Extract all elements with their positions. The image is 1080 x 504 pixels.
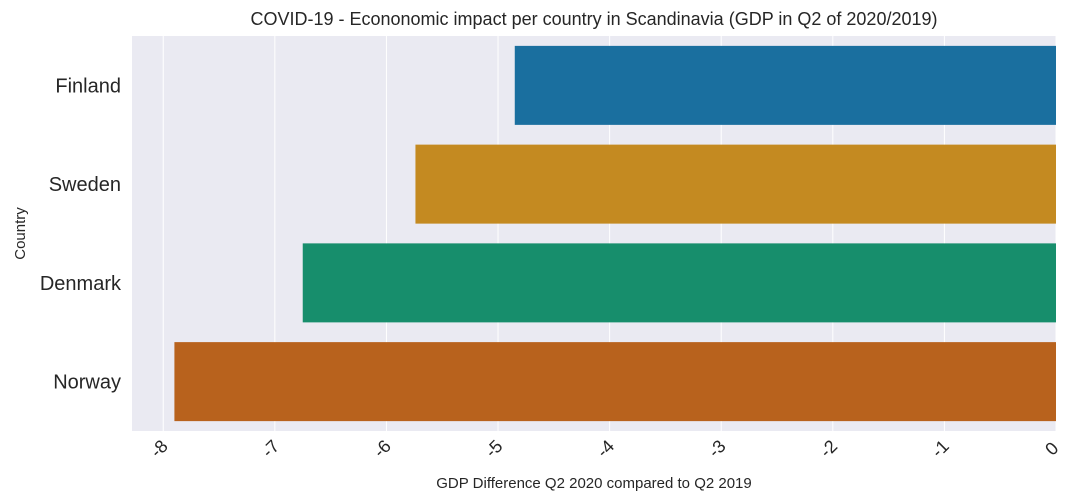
x-tick-label: -7: [258, 436, 283, 461]
x-tick-label: -4: [593, 436, 618, 461]
bar-finland: [514, 45, 1056, 125]
x-tick-label: -3: [704, 436, 729, 461]
y-axis-label: Country: [12, 207, 29, 260]
x-tick-labels: -8 -7 -6 -5 -4 -3 -2 -1 0: [146, 436, 1062, 461]
y-tick-labels: Finland Sweden Denmark Norway: [40, 75, 122, 393]
x-tick-label: -6: [369, 436, 394, 461]
x-tick-label: 0: [1041, 438, 1062, 459]
bar-denmark: [302, 243, 1056, 323]
chart-title: COVID-19 - Econonomic impact per country…: [250, 9, 938, 29]
x-tick-label: -2: [816, 436, 841, 461]
bars: [174, 45, 1057, 422]
y-tick-label: Sweden: [49, 174, 121, 196]
bar-norway: [174, 342, 1057, 422]
x-tick-label: -8: [146, 436, 171, 461]
x-tick-label: -1: [927, 436, 952, 461]
bar-sweden: [415, 144, 1056, 224]
y-tick-label: Finland: [55, 75, 121, 97]
x-axis-label: GDP Difference Q2 2020 compared to Q2 20…: [436, 475, 751, 492]
y-tick-label: Denmark: [40, 273, 122, 295]
y-tick-label: Norway: [53, 372, 121, 394]
x-tick-label: -5: [481, 436, 506, 461]
